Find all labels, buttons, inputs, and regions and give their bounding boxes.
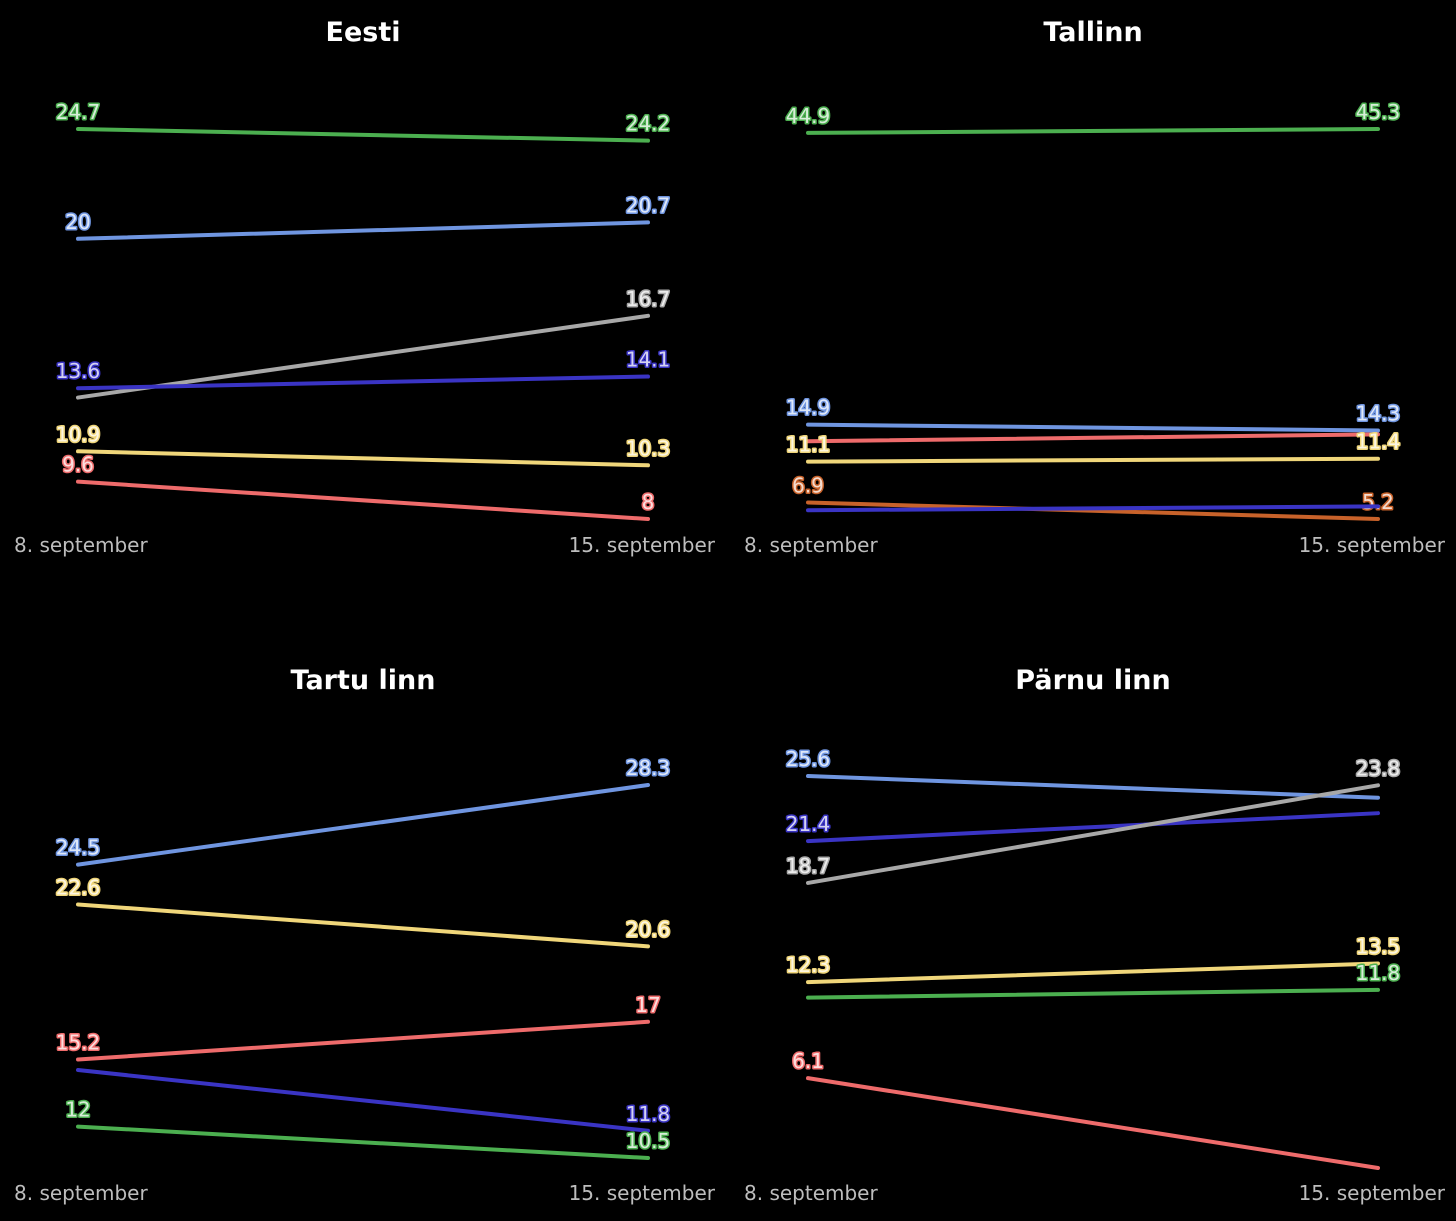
data-label: 11.8 [626,1102,671,1126]
data-label: 20.7 [626,193,671,217]
data-label: 15.2 [56,1031,101,1055]
data-label: 44.9 [786,104,831,128]
data-label: 9.6 [62,453,94,477]
data-label: 14.9 [786,396,831,420]
data-label: 6.1 [792,1049,824,1073]
data-label: 11.1 [786,433,831,457]
data-label: 17 [635,993,660,1017]
data-label: 20 [65,210,90,234]
series-line-darkblue [806,504,1380,513]
series-line-green [806,127,1380,135]
chart-panel-0: Eesti 8. september 15. september 24.7 24.2 20… [14,17,716,557]
series-line-yellow [806,961,1380,985]
series-line-lightblue [806,774,1380,800]
chart-panel-2: Tartu linn 8. september 15. september 24.5 2… [14,665,716,1205]
data-label: 10.9 [56,422,101,446]
x-tick-label: 8. september [14,1181,148,1205]
series-line-red [806,1076,1380,1170]
data-label: 14.3 [1356,401,1401,425]
series-line-green [76,127,650,143]
series-line-lightblue [76,783,650,867]
data-label: 11.8 [1356,961,1401,985]
chart-title: Eesti [326,17,401,48]
data-label: 10.5 [626,1129,671,1153]
chart-panel-1: Tallinn 8. september 15. september 44.9 45.3… [744,17,1446,557]
x-tick-label: 15. september [1299,533,1446,557]
data-label: 14.1 [626,348,671,372]
data-label: 24.5 [56,836,101,860]
data-label: 11.4 [1356,430,1401,454]
series-line-green [806,987,1380,1000]
data-label: 12.3 [786,953,831,977]
series-line-yellow [76,902,650,949]
series-line-darkblue [806,811,1380,844]
data-label: 20.6 [626,917,671,941]
series-line-gray [76,313,650,400]
series-line-gray [806,783,1380,885]
data-label: 24.7 [56,100,101,124]
data-label: 24.2 [626,112,671,136]
series-line-green [76,1124,650,1160]
data-label: 21.4 [786,812,831,836]
data-label: 16.7 [626,287,671,311]
data-label: 45.3 [1356,100,1401,124]
series-line-yellow [806,456,1380,464]
data-label: 13.5 [1356,934,1401,958]
chart-panel-3: Pärnu linn 8. september 15. september 25.6 2… [744,665,1446,1205]
data-label: 13.6 [56,359,101,383]
data-label: 6.9 [792,473,824,497]
data-label: 12 [65,1098,90,1122]
chart-title: Tartu linn [291,665,436,696]
data-label: 25.6 [786,747,831,771]
series-line-darkblue [76,374,650,391]
series-line-lightblue [806,422,1380,433]
data-label: 5.2 [1362,490,1394,514]
x-tick-label: 8. september [744,1181,878,1205]
x-tick-label: 15. september [569,1181,716,1205]
x-tick-label: 8. september [14,533,148,557]
series-line-lightblue [76,220,650,241]
data-label: 22.6 [56,875,101,899]
series-line-red [806,432,1380,444]
x-tick-label: 15. september [569,533,716,557]
data-label: 8 [642,490,655,514]
data-label: 10.3 [626,436,671,460]
series-line-yellow [76,449,650,468]
series-line-red [76,479,650,521]
chart-title: Pärnu linn [1015,665,1170,696]
data-label: 18.7 [786,854,831,878]
data-label: 28.3 [626,756,671,780]
series-line-red [76,1019,650,1062]
series-line-orange [806,500,1380,521]
x-tick-label: 8. september [744,533,878,557]
x-tick-label: 15. september [1299,1181,1446,1205]
series-line-darkblue [76,1067,650,1133]
chart-title: Tallinn [1043,17,1142,48]
data-label: 23.8 [1356,756,1401,780]
